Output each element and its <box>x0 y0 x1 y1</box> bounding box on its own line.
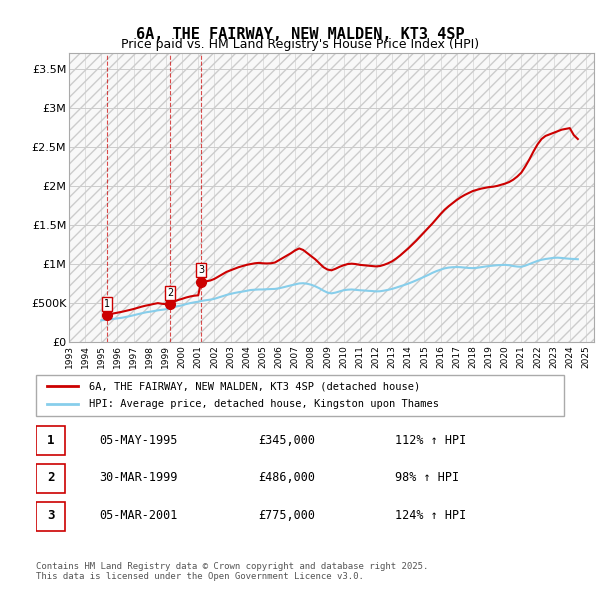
Text: 05-MAR-2001: 05-MAR-2001 <box>100 509 178 522</box>
Text: Price paid vs. HM Land Registry's House Price Index (HPI): Price paid vs. HM Land Registry's House … <box>121 38 479 51</box>
Text: 2: 2 <box>47 471 55 484</box>
Text: 1: 1 <box>104 299 110 309</box>
Text: 3: 3 <box>198 266 204 276</box>
FancyBboxPatch shape <box>36 426 65 455</box>
Text: £486,000: £486,000 <box>258 471 315 484</box>
Text: 30-MAR-1999: 30-MAR-1999 <box>100 471 178 484</box>
Text: 05-MAY-1995: 05-MAY-1995 <box>100 434 178 447</box>
Text: HPI: Average price, detached house, Kingston upon Thames: HPI: Average price, detached house, King… <box>89 399 439 409</box>
Text: Contains HM Land Registry data © Crown copyright and database right 2025.
This d: Contains HM Land Registry data © Crown c… <box>36 562 428 581</box>
Text: 98% ↑ HPI: 98% ↑ HPI <box>395 471 459 484</box>
Text: 2: 2 <box>167 288 173 298</box>
Text: 3: 3 <box>47 509 55 522</box>
Text: £775,000: £775,000 <box>258 509 315 522</box>
FancyBboxPatch shape <box>36 375 564 416</box>
Text: £345,000: £345,000 <box>258 434 315 447</box>
Text: 112% ↑ HPI: 112% ↑ HPI <box>395 434 466 447</box>
Text: 124% ↑ HPI: 124% ↑ HPI <box>395 509 466 522</box>
FancyBboxPatch shape <box>36 464 65 493</box>
Text: 1: 1 <box>47 434 55 447</box>
FancyBboxPatch shape <box>36 502 65 531</box>
Text: 6A, THE FAIRWAY, NEW MALDEN, KT3 4SP (detached house): 6A, THE FAIRWAY, NEW MALDEN, KT3 4SP (de… <box>89 381 420 391</box>
Text: 6A, THE FAIRWAY, NEW MALDEN, KT3 4SP: 6A, THE FAIRWAY, NEW MALDEN, KT3 4SP <box>136 27 464 41</box>
